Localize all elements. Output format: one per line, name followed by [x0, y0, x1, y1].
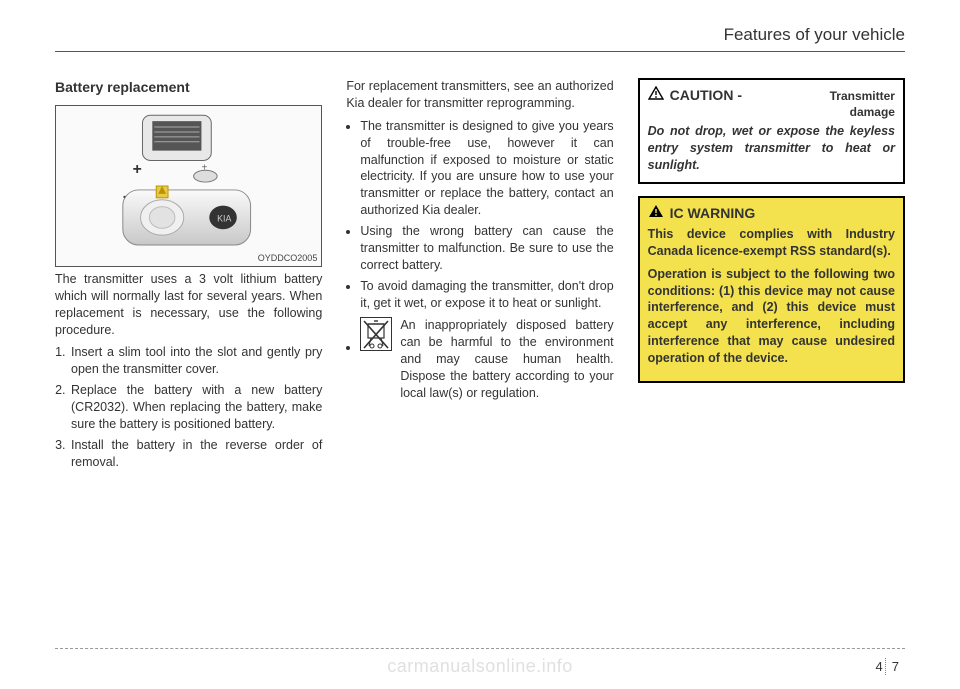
page-num: 7: [885, 658, 905, 675]
disposal-list: An inappropriately disposed battery can …: [346, 317, 613, 401]
section-title: Battery replacement: [55, 78, 322, 97]
disposal-item: An inappropriately disposed battery can …: [360, 317, 613, 401]
caution-subtitle: Transmitter damage: [830, 88, 895, 120]
col1-intro: The transmitter uses a 3 volt lithium ba…: [55, 271, 322, 339]
column-1: Battery replacement + −: [55, 78, 322, 477]
bullet-3: To avoid damaging the transmitter, don't…: [360, 278, 613, 312]
procedure-list: Insert a slim tool into the slot and gen…: [55, 344, 322, 470]
bullet-list: The transmitter is designed to give you …: [346, 118, 613, 312]
bullet-2: Using the wrong battery can cause the tr…: [360, 223, 613, 274]
page-container: Features of your vehicle Battery replace…: [0, 0, 960, 689]
svg-text:+: +: [133, 161, 142, 178]
footer-divider: [55, 648, 905, 649]
warning-body-1: This device complies with Industry Canad…: [648, 226, 895, 260]
warning-title: IC WARNING: [670, 204, 756, 223]
warning-box: IC WARNING This device complies with Ind…: [638, 196, 905, 383]
page-header: Features of your vehicle: [55, 25, 905, 52]
page-number: 4 7: [876, 658, 905, 675]
warning-icon: [648, 204, 664, 218]
step-3: Install the battery in the reverse order…: [69, 437, 322, 471]
col2-intro: For replacement transmitters, see an aut…: [346, 78, 613, 112]
column-2: For replacement transmitters, see an aut…: [346, 78, 613, 477]
column-3: CAUTION - Transmitter damage Do not drop…: [638, 78, 905, 477]
disposal-text: An inappropriately disposed battery can …: [400, 317, 613, 401]
svg-text:KIA: KIA: [217, 213, 231, 223]
chapter-number: 4: [876, 659, 883, 674]
watermark: carmanualsonline.info: [387, 656, 573, 677]
svg-text:+: +: [201, 162, 207, 173]
caution-body: Do not drop, wet or expose the keyless e…: [648, 123, 895, 174]
caution-icon: [648, 86, 664, 100]
figure-code: OYDDCO2005: [258, 252, 318, 264]
battery-figure: + − + KIA: [55, 105, 322, 267]
bullet-1: The transmitter is designed to give you …: [360, 118, 613, 219]
warning-body-2: Operation is subject to the following tw…: [648, 266, 895, 367]
step-2: Replace the battery with a new battery (…: [69, 382, 322, 433]
caution-box: CAUTION - Transmitter damage Do not drop…: [638, 78, 905, 184]
caution-title: CAUTION -: [670, 86, 742, 105]
content-columns: Battery replacement + −: [55, 78, 905, 477]
disposal-icon: [360, 317, 392, 351]
step-1: Insert a slim tool into the slot and gen…: [69, 344, 322, 378]
